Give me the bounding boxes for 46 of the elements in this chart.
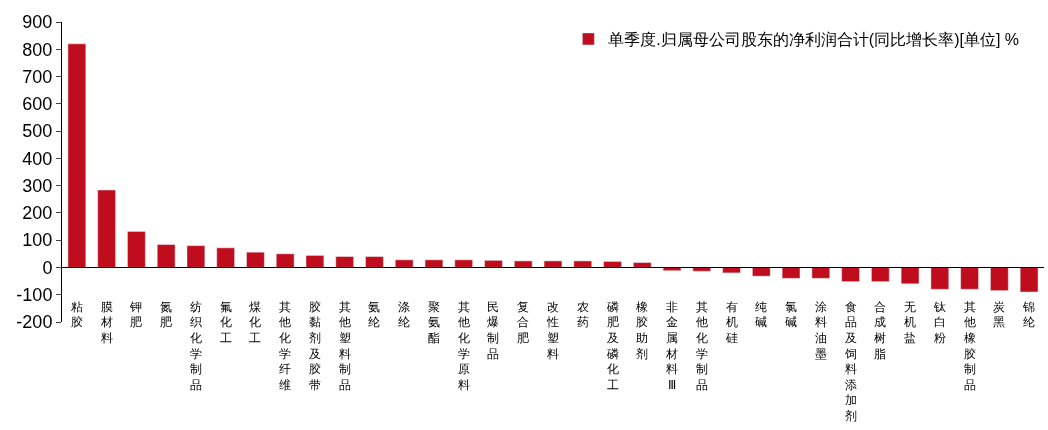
x-tick-label: 煤化工 (249, 299, 262, 346)
x-tick-label: 民爆制品 (487, 299, 500, 361)
x-tick-label: 有机硅 (724, 299, 738, 346)
x-tick-label: 无机盐 (904, 299, 917, 346)
x-tick-label: 胶黏剂及胶带 (308, 299, 321, 392)
y-tick-label: 300 (22, 175, 53, 196)
x-tick-label: 复合肥 (517, 299, 530, 346)
x-tick-label: 氟化工 (219, 299, 232, 346)
y-tick-label: 900 (22, 12, 53, 33)
x-tick-label: 涂料油墨 (814, 299, 827, 361)
y-tick-label: 600 (22, 94, 53, 115)
x-tick-label: 其他化学原料 (457, 299, 470, 392)
x-tick-label: 膜材料 (99, 299, 113, 346)
x-tick-label: 纺织化学制品 (189, 299, 202, 392)
x-tick-label: 合成树脂 (874, 299, 887, 361)
x-tick-label: 其他塑料制品 (338, 299, 351, 392)
x-tick-label: 其他橡胶制品 (963, 299, 976, 392)
x-tick-label: 粘胶 (70, 299, 83, 330)
x-tick-label: 非金属材料Ⅲ (665, 299, 679, 392)
x-tick-label: 聚氨酯 (427, 299, 440, 346)
y-tick-label: 0 (42, 257, 53, 278)
legend-label: 单季度.归属母公司股东的净利润合计(同比增长率)[单位] % (608, 31, 1020, 49)
y-tick-label: 700 (22, 66, 53, 87)
y-tick-label: 800 (22, 39, 53, 60)
x-tick-label: 氯碱 (785, 299, 798, 330)
x-tick-label: 氮肥 (160, 299, 173, 330)
x-tick-label: 改性塑料 (546, 299, 559, 361)
x-tick-label: 钛白粉 (932, 299, 946, 346)
y-tick-label: 500 (22, 121, 53, 142)
x-tick-label: 钾肥 (129, 299, 143, 330)
x-tick-label: 橡胶助剂 (636, 299, 649, 361)
y-tick-label: -100 (16, 285, 53, 306)
y-tick-label: 100 (22, 230, 53, 251)
x-tick-label: 食品及饲料添加剂 (843, 299, 857, 424)
x-tick-label: 农药 (576, 299, 589, 330)
y-tick-label: 200 (22, 203, 53, 224)
x-tick-label: 其他化学制品 (695, 299, 708, 392)
x-tick-label: 其他化学纤维 (279, 299, 292, 392)
x-tick-label: 氨纶 (368, 299, 381, 330)
x-tick-label: 纯碱 (755, 299, 768, 330)
y-tick-label: -200 (16, 312, 53, 333)
x-tick-label: 磷肥及磷化工 (605, 299, 619, 392)
x-tick-label: 锦纶 (1022, 299, 1036, 330)
x-tick-label: 炭黑 (993, 299, 1006, 330)
x-tick-label: 涤纶 (398, 299, 411, 330)
y-tick-label: 400 (22, 148, 53, 169)
